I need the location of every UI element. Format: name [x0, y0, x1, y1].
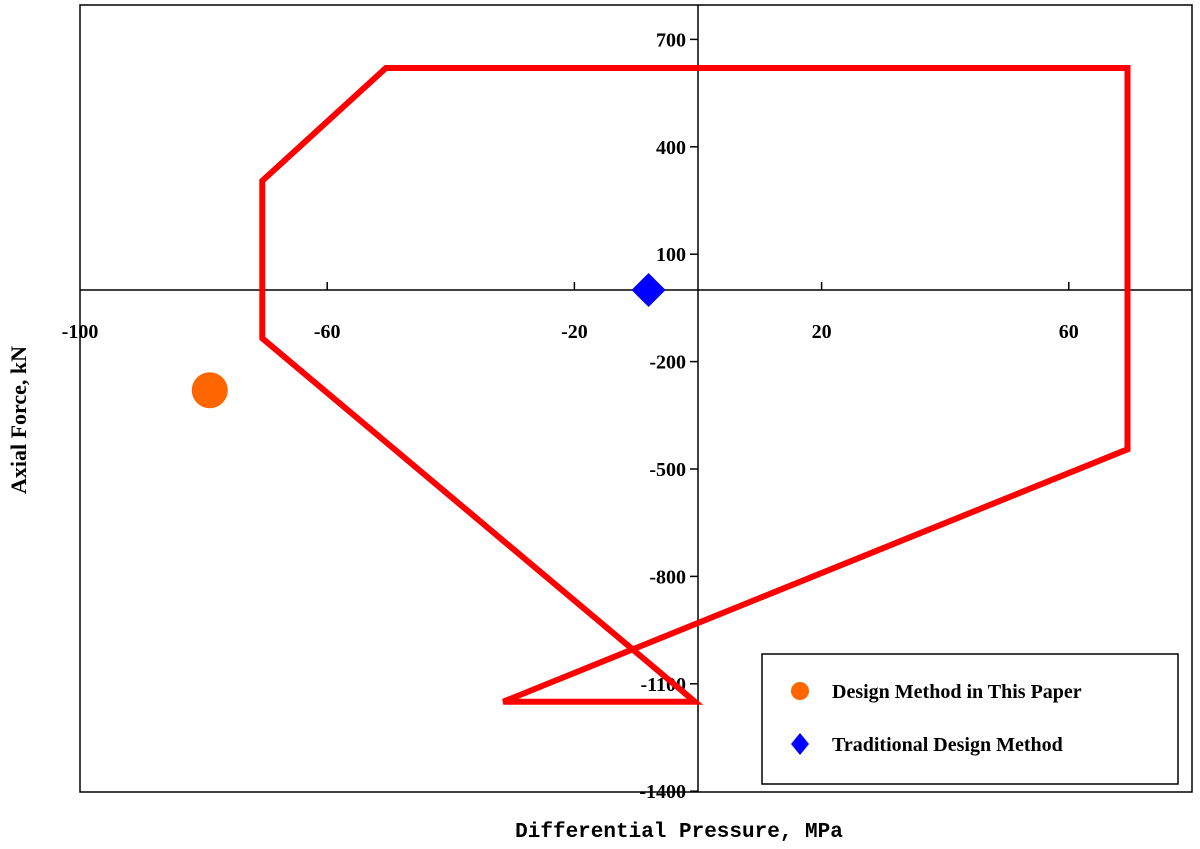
- x-tick-label: -100: [62, 321, 99, 343]
- y-tick-label: -500: [649, 459, 686, 481]
- legend: Design Method in This Paper Traditional …: [761, 653, 1179, 785]
- y-tick-label: 400: [656, 137, 686, 159]
- legend-label: Design Method in This Paper: [832, 681, 1082, 703]
- legend-box: [761, 653, 1179, 785]
- envelope-polygon: [259, 65, 1131, 705]
- y-tick-label: -1100: [640, 674, 686, 696]
- data-point-circle: [191, 372, 228, 409]
- y-tick-label: -200: [649, 352, 686, 374]
- y-tick-label: -1400: [639, 781, 686, 803]
- x-tick-label: -20: [561, 321, 588, 343]
- plot-frame: [79, 4, 1193, 793]
- y-tick-label: 700: [656, 29, 686, 51]
- y-tick-label: -800: [649, 566, 686, 588]
- legend-marker-circle: [791, 682, 809, 700]
- ticks: -100 -60 -20 20 60 700 400 100 -200 -500 -800 -1100…: [62, 29, 1079, 803]
- data-points: [191, 273, 666, 409]
- y-axis-title: Axial Force, kN: [6, 346, 31, 494]
- x-tick-label: 20: [812, 321, 832, 343]
- x-axis-title: Differential Pressure, MPa: [515, 821, 843, 844]
- y-tick-label: 100: [656, 244, 686, 266]
- legend-marker-diamond: [791, 733, 809, 755]
- x-tick-label: 60: [1059, 321, 1079, 343]
- x-tick-label: -60: [314, 321, 341, 343]
- legend-label: Traditional Design Method: [832, 734, 1063, 756]
- data-point-diamond: [631, 273, 666, 307]
